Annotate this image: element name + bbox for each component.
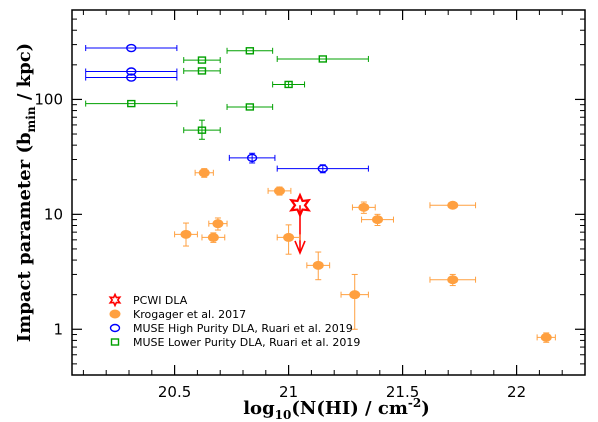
data-point [358,202,370,212]
axis-labels: log10(N(HI) / cm-2) Impact parameter (bmi… [14,43,430,422]
data-point [312,260,324,270]
x-tick-label: 21.5 [386,383,419,401]
data-point [212,219,224,229]
y-tick-label: 1 [53,320,63,338]
x-tick-label: 20.5 [158,383,191,401]
series-1 [174,168,556,343]
legend-label: PCWI DLA [133,294,188,307]
series-3 [85,47,369,140]
legend-entry: MUSE High Purity DLA, Ruari et al. 2019 [109,322,353,335]
data-point [180,229,192,239]
data-point [246,153,258,163]
y-tick-label: 10 [44,205,63,223]
upper-limit-arrowhead [294,240,306,256]
legend-entry: Krogager et al. 2017 [109,308,246,321]
legend-entry: MUSE Lower Purity DLA, Ruari et al. 2019 [110,336,360,349]
legend-marker [110,338,120,346]
y-axis-label: Impact parameter (bmin / kpc) [14,43,38,342]
data-point [197,56,207,64]
data-point [317,164,328,173]
data-point [198,168,210,178]
data-point [283,232,295,242]
data-point [207,232,219,242]
data-point [126,73,137,82]
legend-entry: PCWI DLA [108,292,188,308]
legend-label: MUSE High Purity DLA, Ruari et al. 2019 [133,322,353,335]
data-point [127,99,136,108]
data-point [318,55,327,63]
legend-marker [109,323,121,333]
x-axis-label: log10(N(HI) / cm-2) [243,396,430,422]
data-point [126,43,137,53]
legend-marker [109,309,121,319]
data-point [372,215,384,225]
data-point [197,67,207,75]
data-point [447,200,459,210]
data-point [447,275,459,285]
ticks-layer: 20.5 21 21.5 22 1 10 100 [34,10,586,401]
legend-label: MUSE Lower Purity DLA, Ruari et al. 2019 [133,336,360,349]
marks-layer [85,43,556,343]
data-point [540,332,552,342]
data-point [245,47,255,55]
data-point [245,103,255,111]
x-tick-label: 21 [279,383,298,401]
data-point [349,290,361,300]
data-point [197,126,207,134]
legend-marker [108,292,122,308]
data-point [273,186,285,196]
series-2 [85,43,369,174]
series-0 [288,192,312,256]
plot-frame [71,9,586,376]
legend-label: Krogager et al. 2017 [133,308,246,321]
data-point [288,192,312,218]
data-point [284,80,293,89]
y-tick-label: 100 [34,90,63,108]
data-point [126,67,137,76]
x-tick-label: 22 [507,383,526,401]
